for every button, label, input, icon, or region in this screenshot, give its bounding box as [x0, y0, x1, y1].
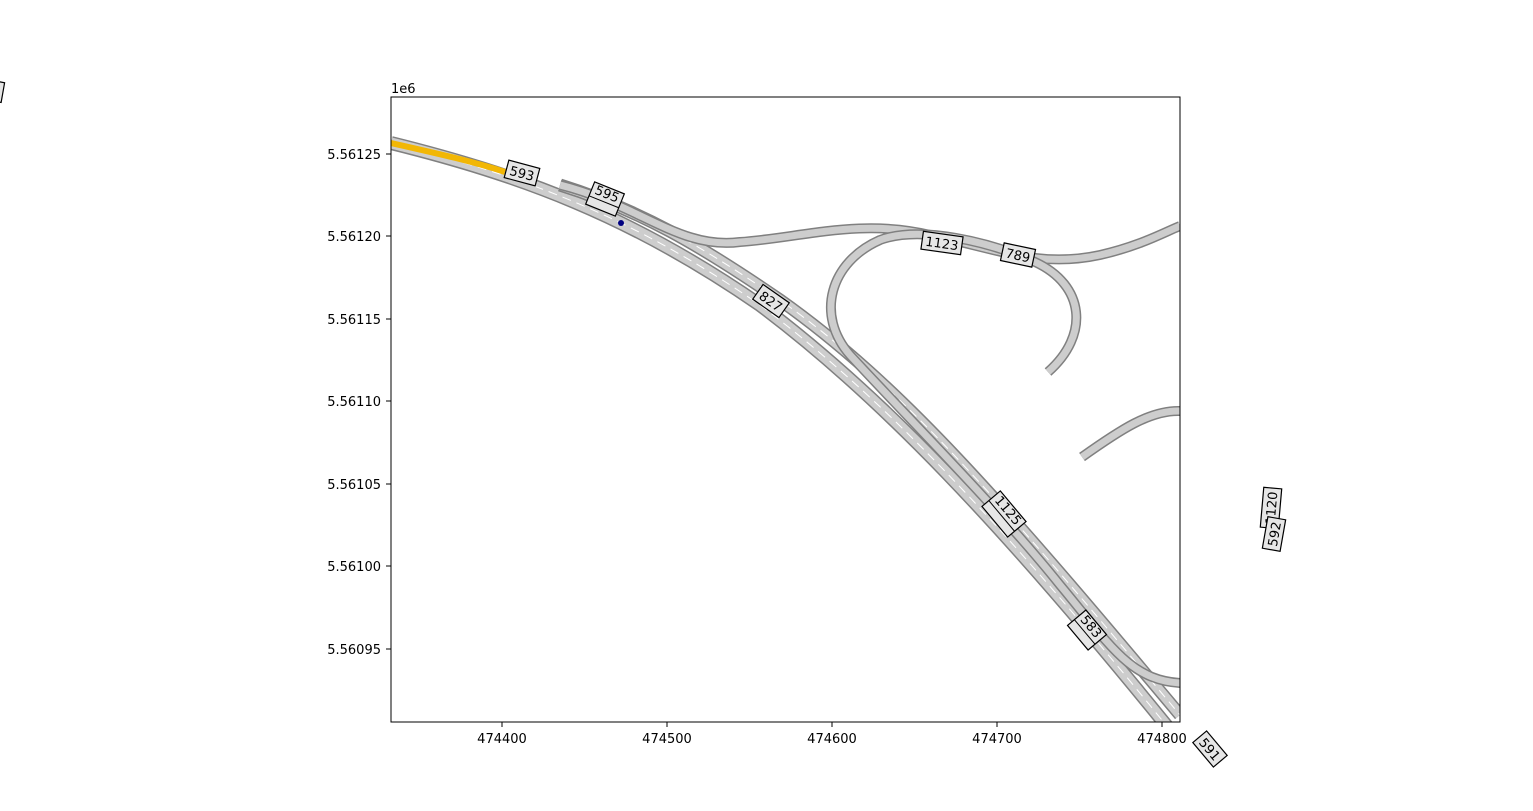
road-label-595: 595	[584, 181, 626, 217]
y-tick-label: 5.56100	[327, 560, 381, 575]
x-axis: 474400 474500 474600 474700 474800	[477, 722, 1187, 747]
road-label-1123: 1123	[920, 230, 964, 256]
y-axis: 5.56125 5.56120 5.56115 5.56110 5.56105 …	[327, 148, 391, 658]
position-marker	[618, 220, 624, 226]
y-tick-label: 5.56120	[327, 230, 381, 245]
highlighted-road-segment	[391, 140, 506, 175]
y-tick-label: 5.56110	[327, 395, 381, 410]
road-label-591: 591	[1191, 730, 1229, 768]
x-tick-label: 474400	[477, 732, 527, 747]
y-tick-label: 5.56125	[327, 148, 381, 163]
svg-text:789: 789	[1004, 247, 1031, 267]
x-tick-label: 474700	[972, 732, 1022, 747]
road-label-593: 593	[503, 159, 541, 187]
road-label-fragment	[0, 78, 6, 104]
y-tick-label: 5.56115	[327, 313, 381, 328]
x-tick-label: 474600	[807, 732, 857, 747]
svg-text:593: 593	[508, 164, 536, 185]
road-label-583: 583	[1066, 609, 1108, 651]
road-loop-ramp	[825, 229, 1180, 688]
y-tick-label: 5.56095	[327, 643, 381, 658]
road-label-592: 592	[1261, 515, 1287, 553]
svg-text:1123: 1123	[924, 235, 959, 254]
x-tick-label: 474800	[1137, 732, 1187, 747]
y-tick-label: 5.56105	[327, 478, 381, 493]
road-right-ramp	[1079, 405, 1180, 462]
x-tick-label: 474500	[642, 732, 692, 747]
svg-text:592: 592	[1266, 521, 1285, 548]
road-label-789: 789	[999, 242, 1037, 268]
axis-offset-text: 1e6	[391, 82, 416, 97]
axes-frame	[390, 96, 1181, 723]
axes-background	[391, 97, 1180, 722]
